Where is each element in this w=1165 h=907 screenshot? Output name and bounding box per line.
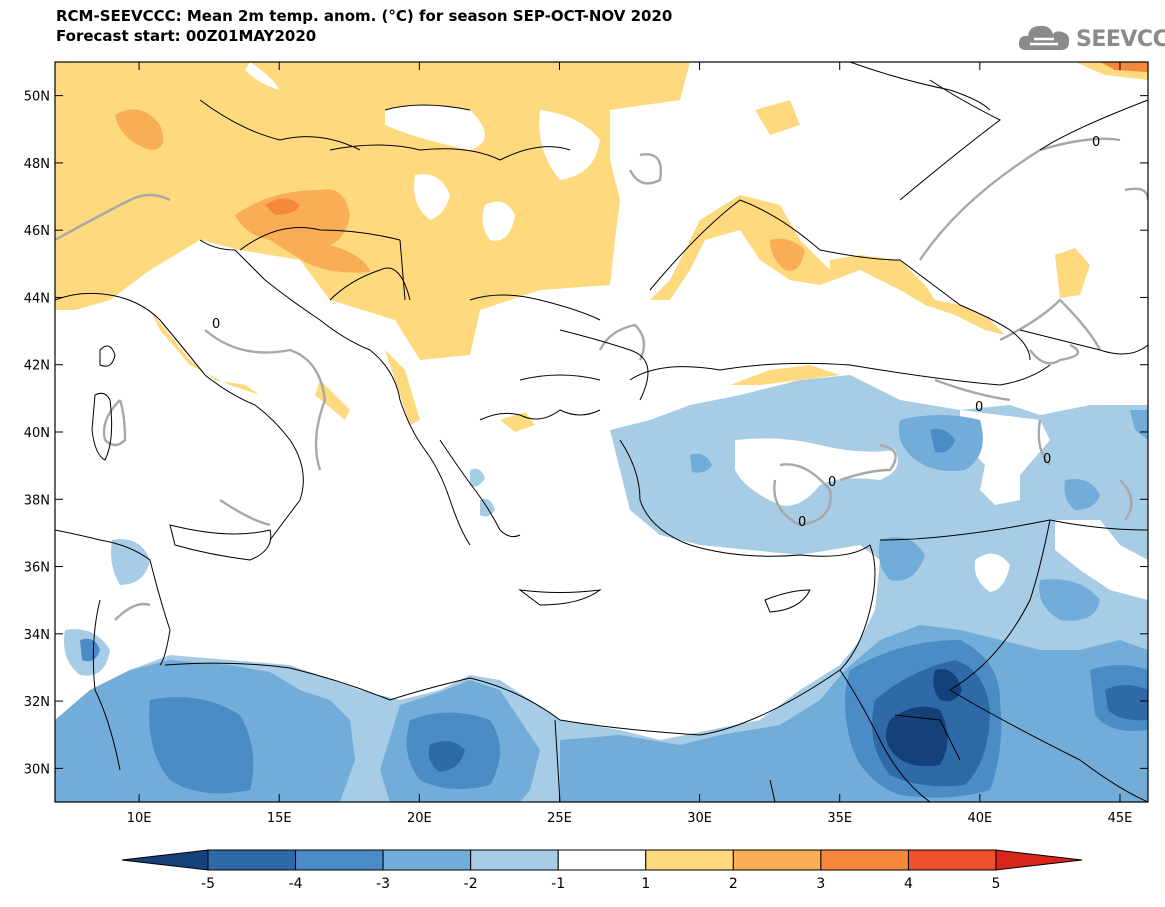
contour-labels: 0 0 0 0 0 0 bbox=[212, 135, 1100, 530]
svg-text:0: 0 bbox=[1043, 452, 1051, 467]
zero-contour-lines bbox=[55, 137, 1148, 621]
lon-tick-label: 30E bbox=[687, 811, 712, 826]
longitude-axis: 10E 15E 20E 25E 30E 35E 40E 45E bbox=[127, 62, 1133, 826]
colorbar-label: 1 bbox=[641, 876, 650, 892]
lat-tick-label: 38N bbox=[24, 493, 50, 508]
title-line-1: RCM-SEEVCCC: Mean 2m temp. anom. (°C) fo… bbox=[56, 7, 673, 25]
cloud-logo-icon bbox=[1018, 25, 1070, 50]
lat-tick-label: 44N bbox=[24, 291, 50, 306]
colorbar-segment bbox=[645, 849, 734, 871]
lat-tick-label: 34N bbox=[24, 628, 50, 643]
logo-text: SEEVCCC bbox=[1076, 26, 1165, 52]
colorbar-label: -5 bbox=[201, 876, 215, 892]
lat-tick-label: 30N bbox=[24, 762, 50, 777]
colorbar-label: -4 bbox=[289, 876, 303, 892]
colorbar-segment bbox=[907, 849, 997, 871]
colorbar-label: 3 bbox=[816, 876, 825, 892]
coastlines-and-borders bbox=[55, 62, 1148, 802]
warm-level2-regions bbox=[115, 109, 805, 273]
colorbar-segment bbox=[207, 849, 297, 871]
lon-tick-label: 20E bbox=[407, 811, 432, 826]
warm-anomaly-regions bbox=[55, 62, 1148, 432]
colorbar-segment bbox=[732, 849, 822, 871]
lat-tick-label: 36N bbox=[24, 561, 50, 576]
lon-tick-label: 45E bbox=[1108, 811, 1133, 826]
colorbar-label: -1 bbox=[551, 876, 565, 892]
svg-text:0: 0 bbox=[828, 475, 836, 490]
colorbar-label: 5 bbox=[992, 876, 1001, 892]
colorbar-label: 2 bbox=[729, 876, 738, 892]
lat-tick-label: 42N bbox=[24, 359, 50, 374]
lat-tick-label: 46N bbox=[24, 224, 50, 239]
map-title: RCM-SEEVCCC: Mean 2m temp. anom. (°C) fo… bbox=[56, 6, 672, 46]
lon-tick-label: 25E bbox=[547, 811, 572, 826]
colorbar-label: -2 bbox=[464, 876, 478, 892]
colorbar: -5 -4 -3 -2 -1 1 2 3 4 5 bbox=[121, 849, 1083, 892]
lat-tick-label: 50N bbox=[24, 90, 50, 105]
colorbar-segment bbox=[382, 849, 472, 871]
map-field: 0 0 0 0 0 0 bbox=[55, 62, 1148, 802]
colorbar-min-arrow bbox=[121, 849, 209, 871]
colorbar-segment bbox=[557, 849, 647, 871]
seevccc-logo: SEEVCCC bbox=[1018, 22, 1165, 56]
svg-text:0: 0 bbox=[1092, 135, 1100, 150]
svg-text:0: 0 bbox=[212, 317, 220, 332]
svg-text:0: 0 bbox=[798, 515, 806, 530]
lat-tick-label: 40N bbox=[24, 426, 50, 441]
latitude-axis: 50N 48N 46N 44N 42N 40N 38N 36N 34N 32N 30N bbox=[24, 90, 1148, 777]
colorbar-label: -3 bbox=[376, 876, 390, 892]
colorbar-max-arrow bbox=[995, 849, 1083, 871]
lat-tick-label: 32N bbox=[24, 695, 50, 710]
lon-tick-label: 15E bbox=[267, 811, 292, 826]
lon-tick-label: 35E bbox=[827, 811, 852, 826]
white-holes-in-warm bbox=[245, 62, 600, 241]
colorbar-segment bbox=[470, 849, 559, 871]
colorbar-segment bbox=[820, 849, 909, 871]
svg-text:0: 0 bbox=[975, 400, 983, 415]
title-line-2: Forecast start: 00Z01MAY2020 bbox=[56, 27, 317, 45]
colorbar-label: 4 bbox=[904, 876, 913, 892]
lon-tick-label: 40E bbox=[967, 811, 992, 826]
lat-tick-label: 48N bbox=[24, 157, 50, 172]
lon-tick-label: 10E bbox=[127, 811, 152, 826]
colorbar-segment bbox=[295, 849, 384, 871]
warm-level3-regions bbox=[265, 62, 1148, 215]
